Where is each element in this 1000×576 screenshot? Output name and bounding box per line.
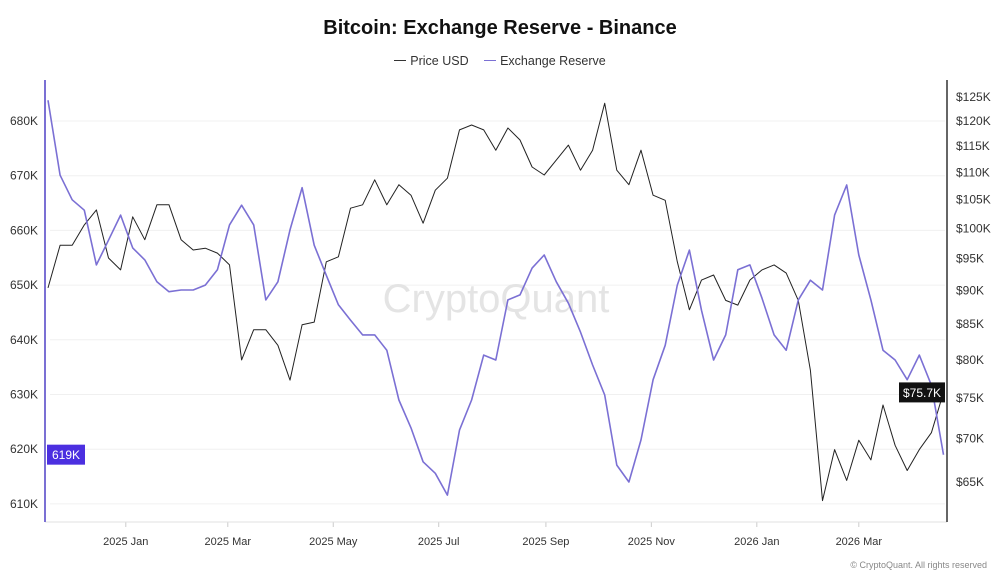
left-axis-tick-label: 670K (10, 169, 38, 183)
left-axis-tick-label: 650K (10, 278, 38, 292)
left-axis-tick-label: 680K (10, 114, 38, 128)
right-axis-tick-label: $65K (956, 475, 984, 489)
right-axis-tick-label: $85K (956, 317, 984, 331)
left-axis-tick-label: 620K (10, 442, 38, 456)
series-lines (47, 100, 945, 502)
x-axis-tick-label: 2025 May (309, 536, 358, 548)
x-axis-tick-label: 2025 Jul (418, 536, 460, 548)
right-axis-tick-label: $120K (956, 114, 991, 128)
x-axis-tick-label: 2025 Mar (205, 536, 252, 548)
left-axis-tick-label: 660K (10, 223, 38, 237)
left-axis-tick-label: 630K (10, 388, 38, 402)
legend-item-reserve[interactable]: Exchange Reserve (484, 54, 606, 68)
reserve-current-badge (47, 444, 85, 465)
price-current-badge (899, 382, 945, 403)
price-usd-line (47, 102, 944, 502)
x-axis-tick-label: 2025 Jan (103, 536, 148, 548)
x-axis-tick-label: 2025 Nov (628, 536, 676, 548)
right-axis-tick-label: $95K (956, 252, 984, 266)
right-axis-tick-label: $90K (956, 283, 984, 297)
legend-item-price[interactable]: Price USD (394, 53, 469, 68)
reserve-current-label: 619K (52, 448, 80, 462)
value-badges: 619K $75.7K (47, 382, 945, 465)
reserve-line-swatch (484, 60, 497, 61)
copyright-footer: © CryptoQuant. All rights reserved (850, 560, 987, 570)
legend-label-reserve: Exchange Reserve (500, 53, 606, 68)
chart-title: Bitcoin: Exchange Reserve - Binance (323, 17, 677, 39)
right-axis-tick-label: $100K (956, 221, 991, 235)
right-axis-tick-label: $105K (956, 193, 991, 207)
watermark: CryptoQuant (383, 277, 610, 321)
right-axis-tick-label: $110K (956, 165, 990, 179)
x-axis-tick-label: 2026 Mar (836, 536, 883, 548)
price-line-swatch (394, 60, 407, 61)
x-axis-tick-label: 2026 Jan (734, 536, 779, 548)
right-axis-tick-label: $70K (956, 432, 984, 446)
axes: 610K 620K 630K 640K 650K 660K 670K 680K $65K $70K… (10, 80, 991, 548)
price-current-label: $75.7K (903, 386, 941, 400)
x-axis-tick-label: 2025 Sep (522, 536, 569, 548)
right-axis-tick-label: $115K (956, 139, 990, 153)
right-axis-tick-label: $75K (956, 391, 984, 405)
legend: Price USD Exchange Reserve (0, 50, 1000, 68)
legend-label-price: Price USD (410, 53, 469, 68)
right-axis-tick-label: $80K (956, 353, 984, 367)
gridlines (50, 120, 945, 505)
left-axis-tick-label: 640K (10, 333, 38, 347)
right-axis-tick-label: $125K (956, 90, 991, 104)
exchange-reserve-line (47, 100, 945, 496)
left-axis-tick-label: 610K (10, 497, 38, 511)
